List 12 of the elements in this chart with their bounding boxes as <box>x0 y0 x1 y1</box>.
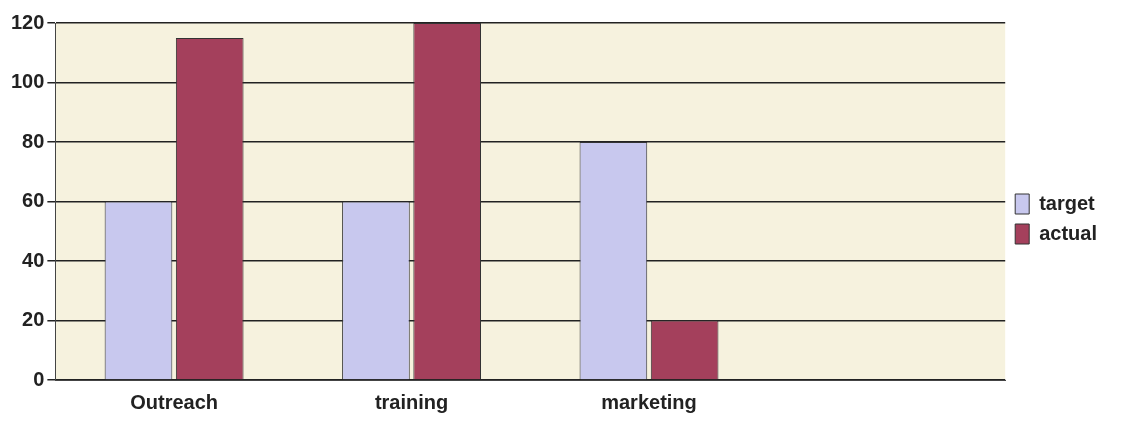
y-tick-label: 100 <box>10 70 45 93</box>
x-tick-label: Outreach <box>130 390 218 413</box>
y-tick-label: 120 <box>10 10 45 33</box>
x-tick-label: training <box>374 390 449 413</box>
legend-label: actual <box>1039 221 1098 244</box>
legend-label: target <box>1039 191 1096 214</box>
y-tick-label: 60 <box>22 189 45 212</box>
y-tick-label: 80 <box>22 129 45 152</box>
x-tick-label: marketing <box>601 390 697 413</box>
y-tick-label: 20 <box>22 308 45 331</box>
y-tick-label: 0 <box>33 367 45 390</box>
y-tick-label: 40 <box>22 248 45 271</box>
